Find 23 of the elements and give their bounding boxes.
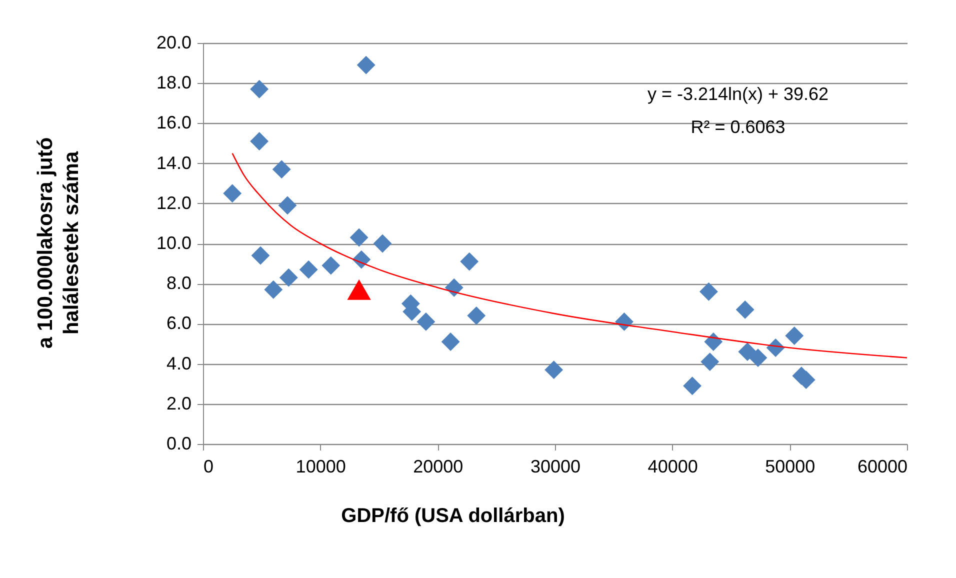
x-tick-label: 10000 — [296, 456, 346, 476]
y-tick-label: 10.0 — [156, 233, 192, 253]
y-tick-label: 18.0 — [156, 72, 192, 93]
annotation: y = -3.214ln(x) + 39.62 — [647, 84, 829, 104]
x-tick-label: 60000 — [857, 456, 908, 476]
x-tick-label: 20000 — [413, 456, 464, 476]
x-axis-title: GDP/fő (USA dollárban) — [341, 505, 565, 527]
y-tick-label: 0.0 — [166, 434, 192, 454]
y-tick-label: 8.0 — [166, 273, 192, 294]
y-tick-label: 6.0 — [166, 313, 192, 334]
line-series — [232, 152, 908, 358]
y-tick-label: 4.0 — [166, 353, 192, 374]
x-tick-label: 40000 — [648, 456, 698, 476]
y-axis-title: a 100.000lakosra jutó halálesetek száma — [34, 137, 83, 349]
x-tick-label: 30000 — [530, 456, 581, 476]
y-tick-label: 12.0 — [156, 192, 192, 213]
x-tick-label: 0 — [204, 456, 214, 476]
y-tick-label: 16.0 — [156, 112, 192, 133]
y-tick-label: 20.0 — [156, 32, 192, 52]
annotation: R² = 0.6063 — [690, 117, 786, 137]
y-tick-label: 14.0 — [156, 152, 192, 173]
y-tick-label: 2.0 — [166, 393, 192, 414]
x-tick-label: 50000 — [765, 456, 816, 476]
